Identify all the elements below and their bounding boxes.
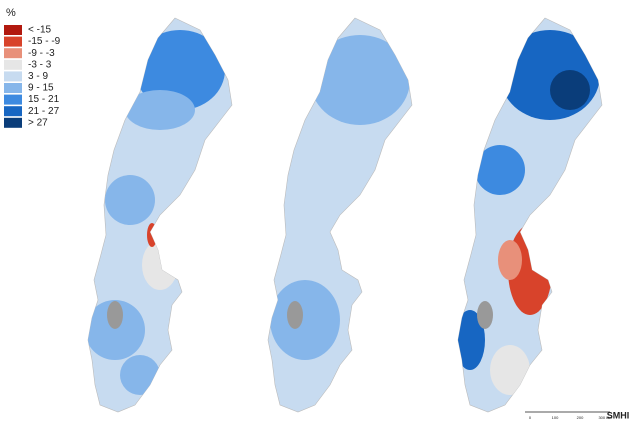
map-regions (88, 30, 225, 395)
legend-swatch (4, 83, 22, 93)
scale-label: 0 (529, 415, 532, 420)
logo: SMHI (607, 410, 630, 420)
map-middle (267, 17, 413, 413)
scale-label: 100 (552, 415, 559, 420)
legend-label: -9 - -3 (28, 48, 55, 59)
legend-label: > 27 (28, 117, 48, 128)
scale-label: 300 km (598, 415, 612, 420)
legend-swatch (4, 71, 22, 82)
legend-title: % (6, 7, 16, 19)
legend-swatch (4, 117, 22, 128)
map-regions (270, 35, 410, 360)
legend-label: 15 - 21 (28, 94, 60, 105)
legend-label: -3 - 3 (28, 59, 52, 70)
map-left (87, 17, 233, 413)
legend-swatch (4, 59, 22, 70)
legend-label: 9 - 15 (28, 83, 54, 94)
legend-label: 3 - 9 (28, 71, 48, 82)
legend-label: 21 - 27 (28, 106, 60, 117)
scale-label: 200 (577, 415, 584, 420)
legend-swatch (4, 25, 22, 35)
legend-label: < -15 (28, 25, 52, 36)
map-right (457, 17, 603, 413)
legend-swatch (4, 94, 22, 105)
legend-swatch (4, 106, 22, 117)
legend-swatch (4, 48, 22, 59)
legend-swatch (4, 36, 22, 47)
legend-label: -15 - -9 (28, 36, 61, 47)
